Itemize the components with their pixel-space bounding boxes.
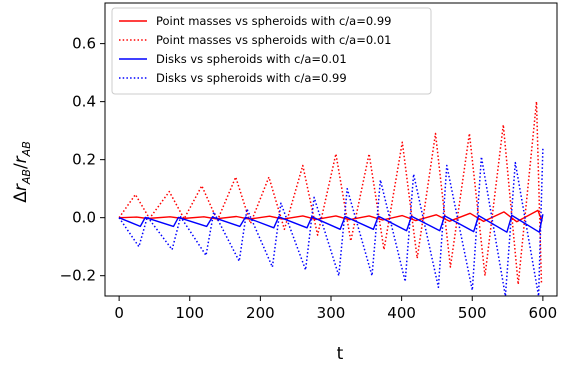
x-tick-label: 600	[529, 304, 558, 322]
y-tick-label: −0.2	[60, 267, 96, 285]
series-line-4	[118, 147, 544, 296]
legend-box	[111, 7, 432, 95]
x-tick-label: 100	[175, 304, 204, 322]
x-tick-label: 300	[317, 304, 346, 322]
y-tick-label: 0.4	[72, 93, 96, 111]
y-axis: −0.2 0.0 0.2 0.4 0.6	[60, 35, 105, 285]
series-layer	[118, 100, 544, 296]
series-line-2	[118, 100, 543, 286]
x-tick-label: 400	[387, 304, 416, 322]
y-axis-label: ΔrAB/rAB	[11, 141, 33, 203]
y-tick-label: 0.6	[72, 35, 96, 53]
x-tick-label: 0	[114, 304, 124, 322]
x-axis-label: t	[337, 344, 344, 364]
y-tick-label: 0.0	[72, 209, 96, 227]
y-tick-label: 0.2	[72, 151, 96, 169]
legend-label-3: Disks vs spheroids with c/a=0.01	[156, 52, 347, 66]
x-axis: 0 100 200 300 400 500 600	[114, 296, 557, 322]
series-line-1	[119, 209, 543, 223]
legend-label-2: Point masses vs spheroids with c/a=0.01	[156, 33, 391, 47]
legend-label-4: Disks vs spheroids with c/a=0.99	[156, 71, 347, 85]
legend-label-1: Point masses vs spheroids with c/a=0.99	[156, 14, 391, 28]
legend: Point masses vs spheroids with c/a=0.99 P…	[111, 7, 432, 95]
x-tick-label: 500	[458, 304, 487, 322]
x-tick-label: 200	[246, 304, 275, 322]
